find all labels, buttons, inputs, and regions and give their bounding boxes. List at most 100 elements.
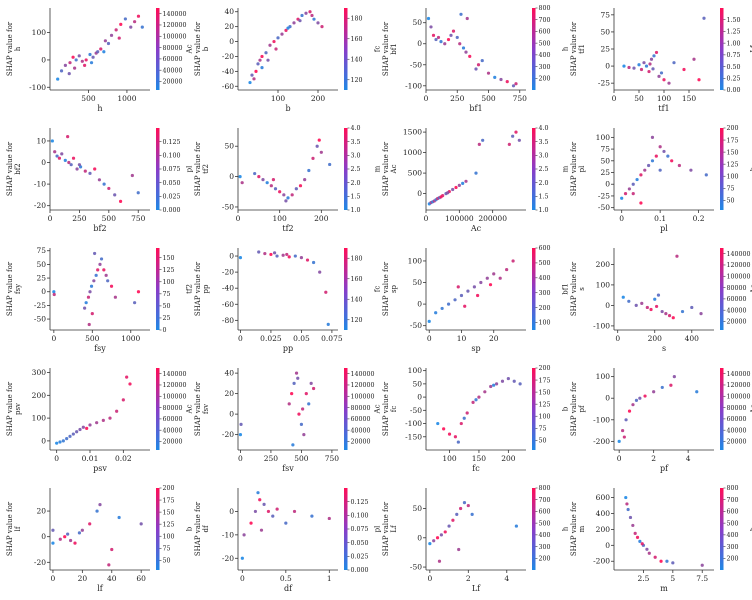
data-point [462, 501, 467, 505]
data-point [286, 26, 290, 30]
data-point [304, 392, 308, 396]
colorbar-tick-label: 60000 [163, 416, 183, 423]
colorbar-tick-label: 300 [539, 290, 551, 297]
data-point [123, 17, 127, 21]
colorbar-tick-label: 1.0 [351, 207, 361, 214]
x-tick-label: 0 [51, 334, 56, 343]
data-point [312, 17, 316, 21]
data-point [260, 54, 264, 59]
y-tick-label: -20 [222, 52, 234, 61]
data-point [627, 409, 632, 413]
data-point [309, 381, 313, 385]
y-tick-label: -100 [593, 321, 610, 330]
y-axis-label-line: SHAP value for [194, 141, 202, 196]
y-tick-label: 100 [32, 28, 47, 37]
x-tick-label: 1000 [121, 334, 140, 343]
data-point [307, 402, 311, 406]
y-axis-label: SHAP value form [570, 501, 586, 556]
data-point [263, 252, 267, 256]
y-tick-label: 20 [224, 22, 234, 31]
colorbar-label: h [750, 526, 752, 531]
data-point [511, 259, 515, 263]
data-point [312, 260, 316, 265]
colorbar-tick-label: 3.5 [539, 139, 549, 146]
y-tick-label: 100 [596, 280, 611, 289]
data-point [436, 421, 440, 426]
x-tick-label: 500 [102, 214, 117, 223]
y-tick-label: 200 [32, 391, 47, 400]
x-tick-label: 200 [311, 94, 326, 103]
y-tick-label: 0 [605, 541, 610, 550]
colorbar-tick-label: 150 [727, 149, 739, 156]
data-point [74, 58, 78, 62]
data-point [695, 390, 699, 394]
data-point [81, 425, 85, 429]
data-point [658, 145, 662, 149]
y-tick-label: 300 [32, 368, 47, 377]
data-point [92, 279, 96, 283]
colorbar-tick-label: 80000 [163, 45, 183, 52]
colorbar-tick-label: 20000 [727, 439, 747, 446]
data-point [456, 285, 460, 289]
data-point [282, 193, 286, 197]
data-point [432, 539, 436, 543]
data-point [73, 66, 77, 70]
colorbar-tick-label: 500 [539, 520, 551, 527]
data-point [61, 439, 65, 443]
y-axis-label: SHAP value forpsv [6, 381, 22, 436]
colorbar-label: tf2 [186, 284, 194, 294]
data-point [464, 50, 468, 54]
data-point [457, 547, 461, 552]
data-point [443, 42, 447, 46]
data-point [110, 547, 114, 552]
y-axis-label: SHAP value fortf2 [194, 141, 210, 196]
data-point [638, 396, 642, 400]
data-point [96, 50, 100, 54]
data-point [654, 304, 659, 309]
data-point [93, 251, 97, 256]
colorbar-tick-label: 3.0 [351, 153, 361, 160]
y-tick-label: 0 [229, 37, 234, 46]
x-tick-label: 0 [48, 214, 53, 223]
data-point [644, 64, 649, 68]
data-point [627, 187, 631, 191]
data-point [428, 542, 432, 546]
colorbar-tick-label: 50 [539, 438, 547, 445]
data-point [292, 509, 297, 514]
data-point [291, 443, 295, 447]
x-axis-label: sp [471, 344, 480, 353]
y-axis-label: SHAP value forbf1 [382, 21, 398, 76]
x-axis-label: fsv [282, 464, 294, 473]
data-point [649, 57, 654, 61]
y-tick-label: -50 [410, 60, 422, 69]
y-axis-label-line: Lf [390, 524, 398, 533]
data-point [310, 514, 314, 518]
data-point [498, 276, 502, 280]
x-tick-label: 0.5 [280, 574, 292, 583]
data-point [52, 292, 56, 297]
data-point [287, 255, 291, 259]
data-point [56, 77, 60, 81]
data-point [290, 193, 294, 197]
data-point [240, 181, 244, 185]
data-point [488, 283, 493, 287]
colorbar-label: pl [374, 525, 382, 532]
colorbar-tick-label: 160 [351, 276, 363, 283]
x-tick-label: 5 [670, 574, 675, 583]
x-tick-label: 2.5 [637, 574, 649, 583]
data-point [118, 199, 123, 203]
y-tick-label: 75 [36, 246, 46, 255]
colorbar-tick-label: 120000 [727, 262, 751, 269]
colorbar-label: Ac [186, 44, 194, 54]
data-point [259, 528, 264, 532]
y-axis-label-line: SHAP value for [6, 381, 14, 436]
y-axis-label-line: sp [390, 284, 398, 293]
x-tick-label: 0 [236, 214, 241, 223]
data-point [435, 536, 440, 540]
data-point [624, 495, 628, 500]
x-tick-label: 20 [78, 574, 88, 583]
y-tick-label: 10 [36, 136, 46, 145]
y-tick-label: 20 [224, 389, 234, 398]
data-point [305, 258, 310, 262]
